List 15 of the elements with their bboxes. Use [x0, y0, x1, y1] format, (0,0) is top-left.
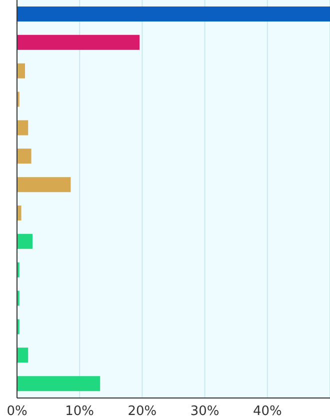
bar: [17, 148, 32, 164]
bar: [17, 63, 26, 78]
bar: [17, 34, 140, 50]
bar: [17, 376, 100, 392]
bar: [17, 6, 330, 22]
bar: [17, 348, 28, 363]
bar: [17, 120, 28, 136]
x-tick-label: 0%: [6, 404, 28, 420]
x-tick-label: 10%: [65, 404, 94, 420]
x-tick-label: 20%: [128, 404, 157, 420]
x-tick-label: 40%: [252, 404, 282, 420]
x-tick-label: 30%: [190, 404, 220, 420]
bar: [17, 206, 22, 220]
bar: [17, 234, 33, 249]
bar: [17, 177, 71, 192]
